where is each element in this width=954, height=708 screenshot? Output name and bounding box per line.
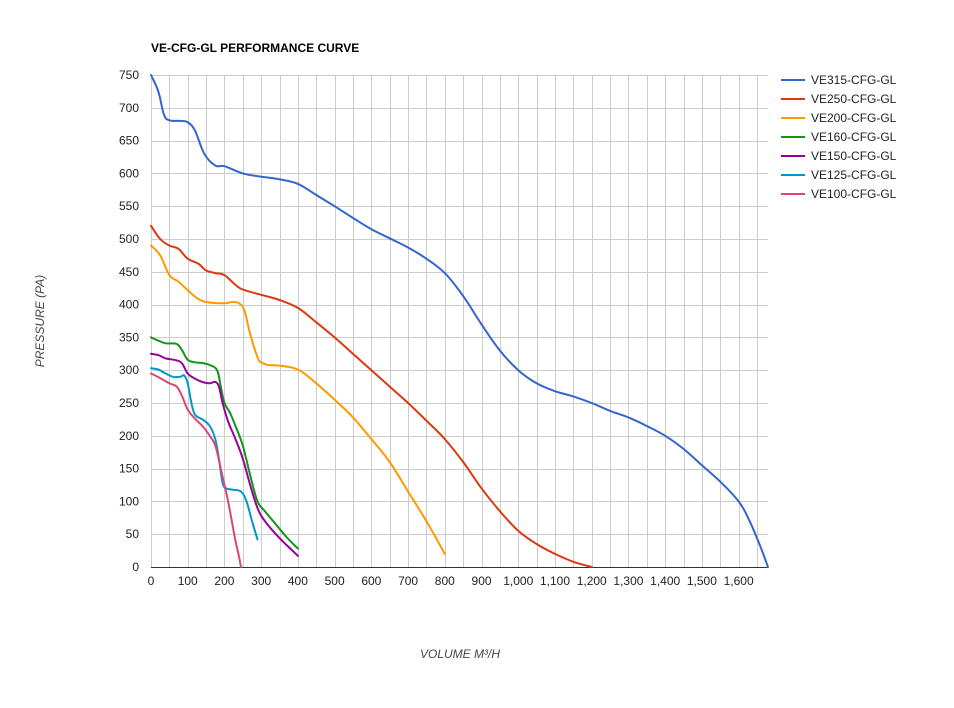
series-line-ve150-cfg-gl [150,352,299,557]
y-axis-title: PRESSURE (PA) [33,275,47,367]
series-line-ve250-cfg-gl [150,224,593,568]
legend-label-ve125-cfg-gl: VE125-CFG-GL [811,168,897,182]
legend-label-ve100-cfg-gl: VE100-CFG-GL [811,187,897,201]
x-tick-label: 1,500 [687,574,717,588]
legend-label-ve160-cfg-gl: VE160-CFG-GL [811,130,897,144]
x-tick-label: 600 [361,574,381,588]
x-tick-label: 1,200 [577,574,607,588]
chart-title: VE-CFG-GL PERFORMANCE CURVE [151,41,359,55]
y-tick-label: 450 [119,265,139,279]
legend: VE315-CFG-GL VE250-CFG-GL VE200-CFG-GL VE16… [781,73,897,201]
x-tick-label: 700 [398,574,418,588]
x-tick-label: 300 [251,574,271,588]
y-tick-label: 200 [119,429,139,443]
series-line-ve125-cfg-gl [150,367,259,541]
legend-label-ve315-cfg-gl: VE315-CFG-GL [811,73,897,87]
y-tick-label: 50 [126,527,140,541]
legend-label-ve250-cfg-gl: VE250-CFG-GL [811,92,897,106]
series-line-ve315-cfg-gl [150,74,769,568]
x-tick-label: 500 [325,574,345,588]
legend-label-ve200-cfg-gl: VE200-CFG-GL [811,111,897,125]
legend-label-ve150-cfg-gl: VE150-CFG-GL [811,149,897,163]
x-tick-label: 900 [472,574,492,588]
y-tick-label: 600 [119,166,139,180]
y-tick-label: 650 [119,134,139,148]
x-axis-title: VOLUME M³/H [420,647,500,661]
y-tick-label: 250 [119,396,139,410]
x-axis-ticks: 0 100 200 300 400 500 600 700 800 900 1,000 1,100 1,… [148,574,754,588]
x-tick-label: 200 [214,574,234,588]
y-tick-label: 550 [119,199,139,213]
x-tick-label: 0 [148,574,155,588]
y-tick-label: 700 [119,101,139,115]
series-line-ve100-cfg-gl [150,372,242,568]
x-tick-label: 1,600 [724,574,754,588]
y-tick-label: 500 [119,232,139,246]
x-tick-label: 1,000 [503,574,533,588]
series-line-ve200-cfg-gl [150,244,446,555]
x-tick-label: 1,400 [650,574,680,588]
y-tick-label: 0 [132,560,139,574]
y-tick-label: 350 [119,330,139,344]
series-line-ve160-cfg-gl [150,336,299,550]
y-tick-label: 750 [119,68,139,82]
series-lines [150,74,769,568]
y-tick-label: 100 [119,494,139,508]
y-tick-label: 150 [119,462,139,476]
x-tick-label: 400 [288,574,308,588]
x-tick-label: 100 [178,574,198,588]
y-tick-label: 300 [119,363,139,377]
x-tick-label: 1,300 [613,574,643,588]
y-tick-label: 400 [119,298,139,312]
y-axis-ticks: 0 50 100 150 200 250 300 350 400 450 500 550 600 650 7… [119,68,139,574]
x-tick-label: 800 [435,574,455,588]
x-tick-label: 1,100 [540,574,570,588]
